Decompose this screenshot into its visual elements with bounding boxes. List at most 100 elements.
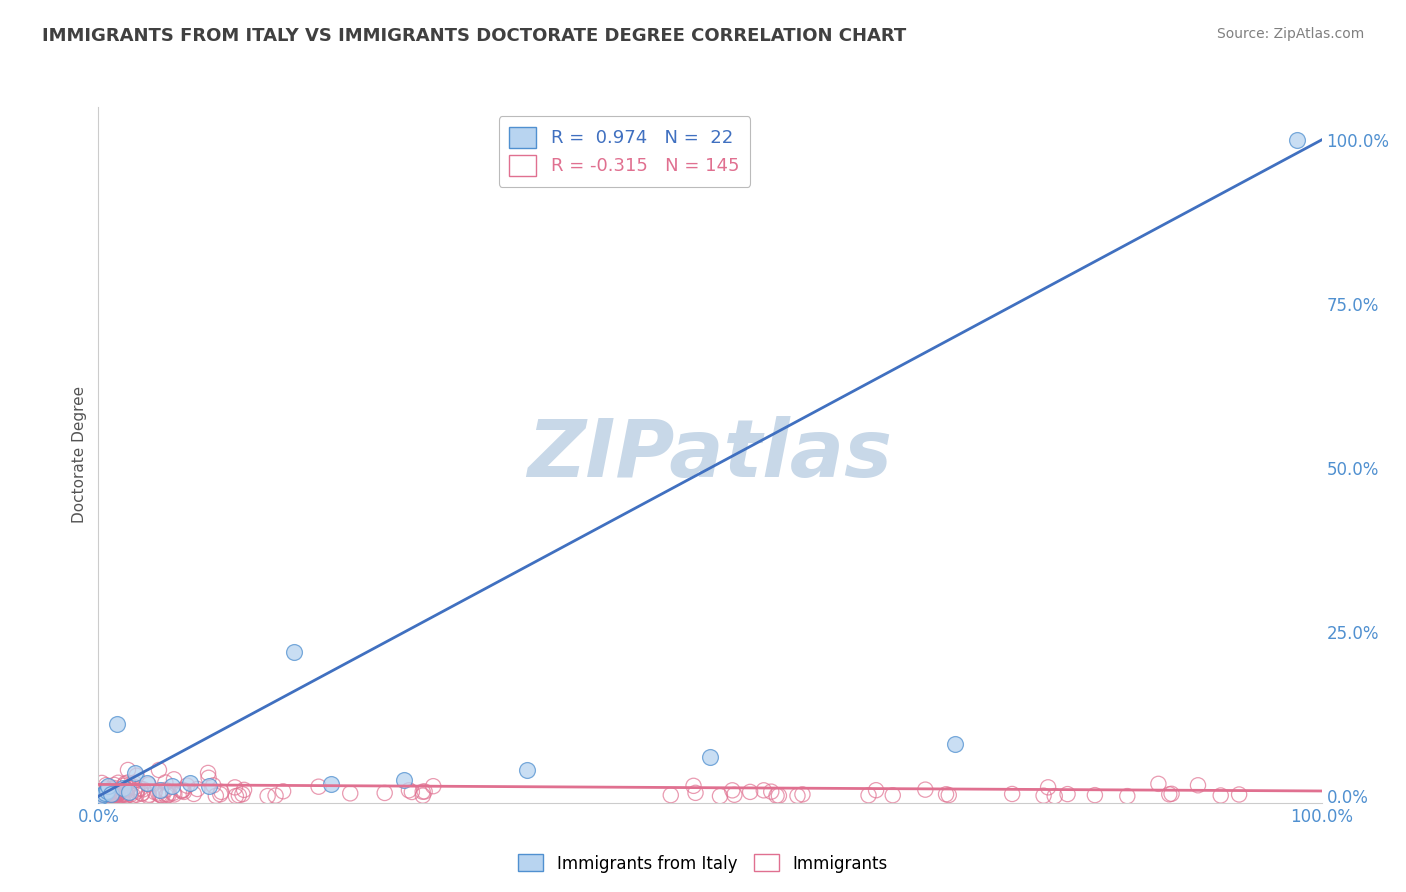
- Point: [90, 788, 112, 802]
- Point: [148, 786, 170, 800]
- Point: [93, 788, 115, 802]
- Point: [209, 787, 232, 801]
- Point: [111, 781, 134, 796]
- Point: [115, 788, 138, 802]
- Point: [412, 789, 434, 803]
- Point: [865, 783, 887, 797]
- Point: [1084, 788, 1107, 802]
- Point: [94, 789, 117, 803]
- Point: [143, 785, 166, 799]
- Point: [709, 789, 731, 803]
- Point: [89, 789, 111, 803]
- Point: [101, 788, 124, 802]
- Point: [104, 789, 127, 803]
- Point: [100, 787, 122, 801]
- Point: [1209, 789, 1232, 803]
- Point: [103, 789, 125, 803]
- Point: [122, 776, 145, 790]
- Point: [110, 785, 132, 799]
- Point: [183, 787, 205, 801]
- Point: [112, 779, 135, 793]
- Point: [721, 783, 744, 797]
- Point: [96, 784, 118, 798]
- Text: IMMIGRANTS FROM ITALY VS IMMIGRANTS DOCTORATE DEGREE CORRELATION CHART: IMMIGRANTS FROM ITALY VS IMMIGRANTS DOCT…: [42, 27, 907, 45]
- Point: [723, 788, 745, 802]
- Point: [283, 645, 305, 659]
- Point: [231, 787, 253, 801]
- Text: ZIPatlas: ZIPatlas: [527, 416, 893, 494]
- Point: [516, 763, 538, 777]
- Legend: Immigrants from Italy, Immigrants: Immigrants from Italy, Immigrants: [512, 847, 894, 880]
- Point: [392, 772, 416, 787]
- Point: [103, 787, 125, 801]
- Point: [100, 785, 122, 799]
- Point: [162, 786, 184, 800]
- Point: [308, 780, 330, 794]
- Point: [107, 784, 129, 798]
- Point: [103, 780, 125, 795]
- Point: [125, 769, 148, 783]
- Point: [170, 783, 193, 797]
- Point: [90, 788, 112, 802]
- Point: [115, 789, 138, 803]
- Point: [1001, 787, 1024, 801]
- Point: [138, 778, 160, 792]
- Point: [107, 788, 129, 802]
- Point: [271, 784, 294, 798]
- Point: [155, 783, 177, 797]
- Point: [117, 763, 139, 777]
- Point: [91, 787, 114, 801]
- Point: [173, 785, 195, 799]
- Point: [155, 789, 177, 803]
- Point: [264, 789, 287, 803]
- Point: [1147, 777, 1170, 791]
- Point: [118, 784, 141, 798]
- Point: [132, 782, 155, 797]
- Point: [233, 782, 256, 797]
- Point: [682, 779, 704, 793]
- Point: [122, 789, 145, 803]
- Point: [170, 784, 193, 798]
- Point: [914, 782, 936, 797]
- Point: [124, 766, 146, 780]
- Point: [224, 780, 246, 795]
- Point: [87, 786, 110, 800]
- Point: [1032, 789, 1054, 803]
- Point: [699, 749, 721, 764]
- Point: [97, 780, 120, 794]
- Point: [90, 789, 112, 803]
- Point: [94, 781, 117, 796]
- Point: [160, 780, 183, 794]
- Point: [97, 786, 120, 800]
- Point: [117, 782, 139, 797]
- Point: [111, 788, 134, 802]
- Point: [150, 789, 173, 803]
- Point: [112, 788, 135, 802]
- Point: [90, 787, 112, 801]
- Point: [176, 779, 198, 793]
- Point: [172, 783, 194, 797]
- Point: [101, 789, 124, 803]
- Y-axis label: Doctorate Degree: Doctorate Degree: [72, 386, 87, 524]
- Point: [1159, 788, 1181, 802]
- Point: [1227, 788, 1250, 802]
- Point: [401, 785, 423, 799]
- Point: [90, 787, 112, 801]
- Point: [149, 788, 172, 802]
- Point: [120, 788, 142, 802]
- Point: [157, 788, 180, 802]
- Point: [131, 787, 153, 801]
- Point: [1036, 780, 1059, 795]
- Point: [91, 788, 114, 802]
- Point: [398, 783, 420, 797]
- Point: [186, 782, 208, 797]
- Point: [765, 789, 787, 803]
- Point: [115, 789, 138, 803]
- Point: [93, 785, 115, 799]
- Point: [105, 784, 128, 798]
- Point: [943, 737, 966, 751]
- Point: [125, 784, 148, 798]
- Point: [90, 776, 112, 790]
- Point: [104, 787, 127, 801]
- Point: [179, 776, 201, 790]
